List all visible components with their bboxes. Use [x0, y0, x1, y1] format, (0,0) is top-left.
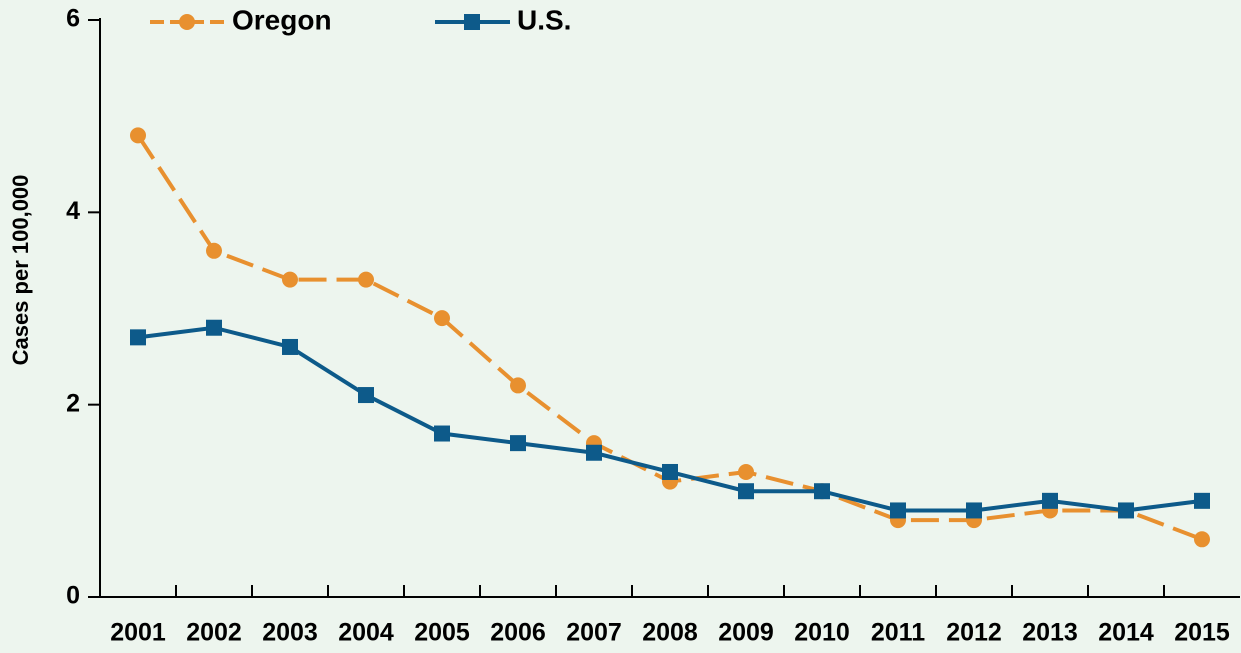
- legend-marker: [179, 14, 195, 30]
- x-tick-label: 2001: [110, 619, 166, 647]
- data-point: [738, 483, 754, 500]
- y-tick-label: 4: [66, 197, 80, 225]
- x-tick-label: 2009: [718, 619, 774, 647]
- data-point: [282, 271, 298, 288]
- x-tick-label: 2007: [566, 619, 622, 647]
- data-point: [434, 425, 450, 442]
- data-point: [358, 387, 374, 404]
- x-tick-label: 2003: [262, 619, 318, 647]
- data-point: [510, 435, 526, 452]
- y-tick-label: 6: [66, 5, 80, 33]
- x-tick-label: 2006: [490, 619, 546, 647]
- x-tick-label: 2011: [871, 619, 925, 647]
- y-tick-label: 2: [66, 389, 80, 417]
- data-point: [434, 310, 450, 327]
- data-point: [890, 502, 906, 519]
- data-point: [130, 329, 146, 346]
- y-axis-label: Cases per 100,000: [8, 175, 33, 366]
- data-point: [586, 444, 602, 461]
- data-point: [510, 377, 526, 394]
- data-point: [130, 127, 146, 144]
- data-point: [1042, 492, 1058, 509]
- y-tick-label: 0: [66, 582, 80, 610]
- data-point: [1118, 502, 1134, 519]
- legend-marker: [464, 14, 480, 30]
- x-tick-label: 2014: [1098, 619, 1154, 647]
- legend-label: U.S.: [517, 4, 571, 35]
- data-point: [1194, 492, 1210, 509]
- data-point: [814, 483, 830, 500]
- x-tick-label: 2008: [642, 619, 698, 647]
- data-point: [738, 463, 754, 480]
- x-tick-label: 2012: [946, 619, 1002, 647]
- data-point: [662, 463, 678, 480]
- x-tick-label: 2005: [414, 619, 470, 647]
- data-point: [206, 319, 222, 336]
- x-tick-label: 2013: [1022, 619, 1078, 647]
- x-tick-label: 2015: [1174, 619, 1230, 647]
- x-tick-label: 2004: [338, 619, 394, 647]
- data-point: [1194, 531, 1210, 548]
- data-point: [282, 338, 298, 355]
- data-point: [966, 502, 982, 519]
- data-point: [206, 242, 222, 259]
- x-tick-label: 2002: [186, 619, 242, 647]
- legend-label: Oregon: [232, 4, 332, 35]
- data-point: [358, 271, 374, 288]
- x-tick-label: 2010: [794, 619, 850, 647]
